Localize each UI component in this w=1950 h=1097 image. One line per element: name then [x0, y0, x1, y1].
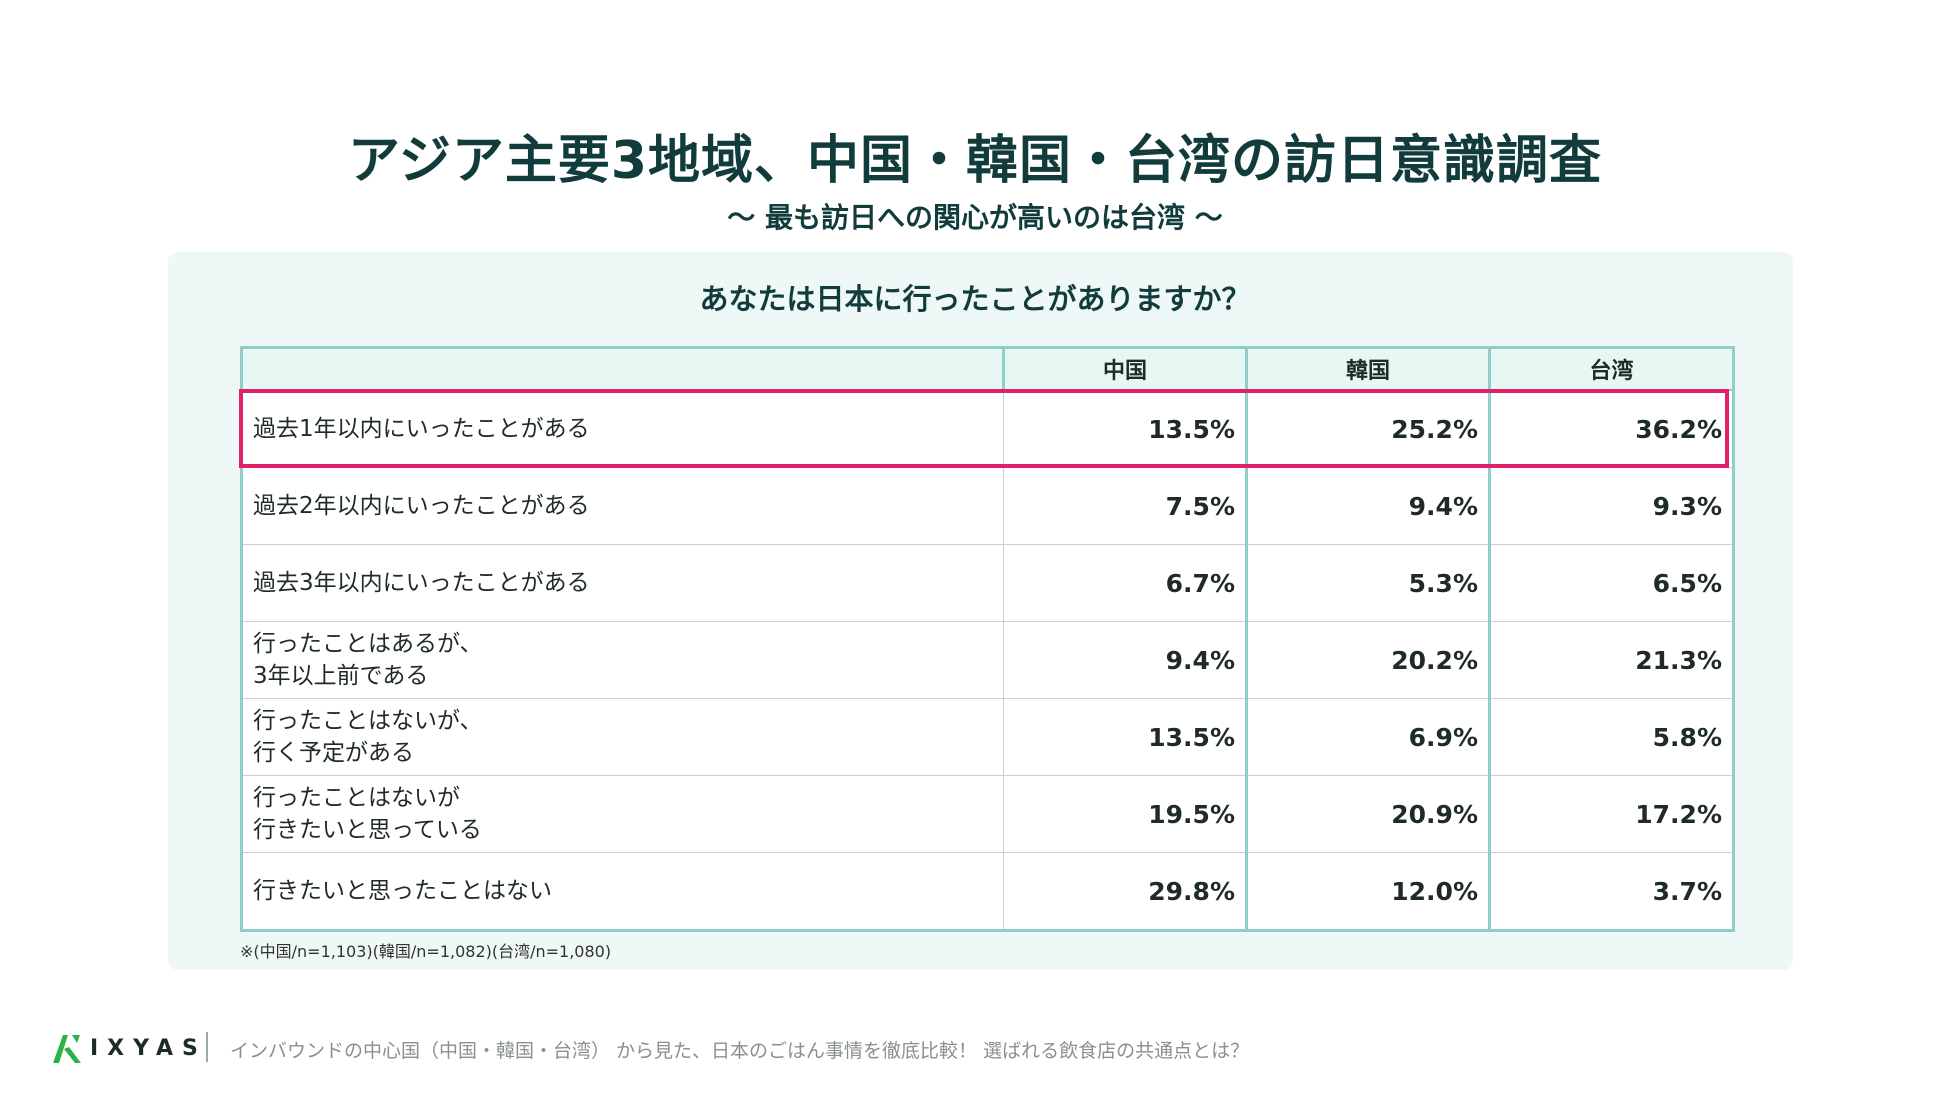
table-row: 行ったことはないが、 行く予定がある 13.5% 6.9% 5.8% [241, 698, 1734, 776]
value-china: 13.5% [1003, 389, 1247, 468]
ixyas-logo: IXYAS [50, 1030, 207, 1066]
table-row: 過去3年以内にいったことがある 6.7% 5.3% 6.5% [241, 544, 1734, 622]
row-label-line: 行きたいと思ったことはない [253, 878, 552, 904]
value-korea: 6.9% [1245, 698, 1490, 776]
row-label-line: 過去2年以内にいったことがある [253, 493, 590, 519]
value-korea: 9.4% [1245, 467, 1490, 545]
row-label-line: 行きたいと思っている [253, 817, 482, 843]
table-row: 行ったことはないが 行きたいと思っている 19.5% 20.9% 17.2% [241, 775, 1734, 853]
row-label-line: 行ったことはないが、 [253, 708, 483, 734]
survey-table: 中国 韓国 台湾 過去1年以内にいったことがある 13.5% 25.2% 36.… [240, 346, 1735, 932]
table-row: 行きたいと思ったことはない 29.8% 12.0% 3.7% [241, 852, 1734, 931]
column-header-korea: 韓国 [1245, 347, 1490, 391]
value-china: 9.4% [1003, 621, 1247, 699]
value-china: 7.5% [1003, 467, 1247, 545]
page-subtitle: 〜 最も訪日への関心が高いのは台湾 〜 [727, 201, 1223, 234]
table-row: 過去1年以内にいったことがある 13.5% 25.2% 36.2% [241, 389, 1734, 468]
value-korea: 20.2% [1245, 621, 1490, 699]
row-label-line: 行ったことはあるが、 [253, 631, 483, 657]
row-label-line: 行く予定がある [253, 740, 414, 766]
table-row: 過去2年以内にいったことがある 7.5% 9.4% 9.3% [241, 467, 1734, 545]
row-label: 過去1年以内にいったことがある [241, 389, 1004, 468]
row-label-line: 行ったことはないが [253, 785, 460, 811]
column-header-taiwan: 台湾 [1488, 347, 1734, 391]
value-china: 19.5% [1003, 775, 1247, 853]
table-header-row: 中国 韓国 台湾 [241, 347, 1734, 391]
logo-text: IXYAS [90, 1035, 207, 1061]
row-label: 行ったことはないが、 行く予定がある [241, 698, 1004, 776]
table-row: 行ったことはあるが、 3年以上前である 9.4% 20.2% 21.3% [241, 621, 1734, 699]
value-taiwan: 5.8% [1488, 698, 1734, 776]
row-label: 行きたいと思ったことはない [241, 852, 1004, 931]
value-taiwan: 6.5% [1488, 544, 1734, 622]
footer-divider [206, 1032, 208, 1062]
row-label: 行ったことはあるが、 3年以上前である [241, 621, 1004, 699]
row-label: 行ったことはないが 行きたいと思っている [241, 775, 1004, 853]
ixyas-logo-icon [53, 1035, 81, 1063]
value-taiwan: 3.7% [1488, 852, 1734, 931]
value-korea: 25.2% [1245, 389, 1490, 468]
value-korea: 12.0% [1245, 852, 1490, 931]
value-china: 6.7% [1003, 544, 1247, 622]
value-china: 29.8% [1003, 852, 1247, 931]
row-label-line: 過去1年以内にいったことがある [253, 416, 590, 442]
value-taiwan: 36.2% [1488, 389, 1734, 468]
header-blank-cell [241, 347, 1004, 391]
value-korea: 20.9% [1245, 775, 1490, 853]
value-taiwan: 21.3% [1488, 621, 1734, 699]
footer-caption: インバウンドの中心国（中国・韓国・台湾） から見た、日本のごはん事情を徹底比較！… [230, 1040, 1250, 1062]
value-taiwan: 17.2% [1488, 775, 1734, 853]
row-label: 過去3年以内にいったことがある [241, 544, 1004, 622]
sample-size-note: ※(中国/n=1,103)(韓国/n=1,082)(台湾/n=1,080) [240, 942, 612, 961]
value-korea: 5.3% [1245, 544, 1490, 622]
value-taiwan: 9.3% [1488, 467, 1734, 545]
page-title: アジア主要3地域、中国・韓国・台湾の訪日意識調査 [347, 131, 1603, 191]
row-label: 過去2年以内にいったことがある [241, 467, 1004, 545]
row-label-line: 過去3年以内にいったことがある [253, 570, 590, 596]
row-label-line: 3年以上前である [253, 663, 429, 689]
value-china: 13.5% [1003, 698, 1247, 776]
survey-question: あなたは日本に行ったことがありますか？ [699, 282, 1251, 316]
column-header-china: 中国 [1002, 347, 1247, 391]
